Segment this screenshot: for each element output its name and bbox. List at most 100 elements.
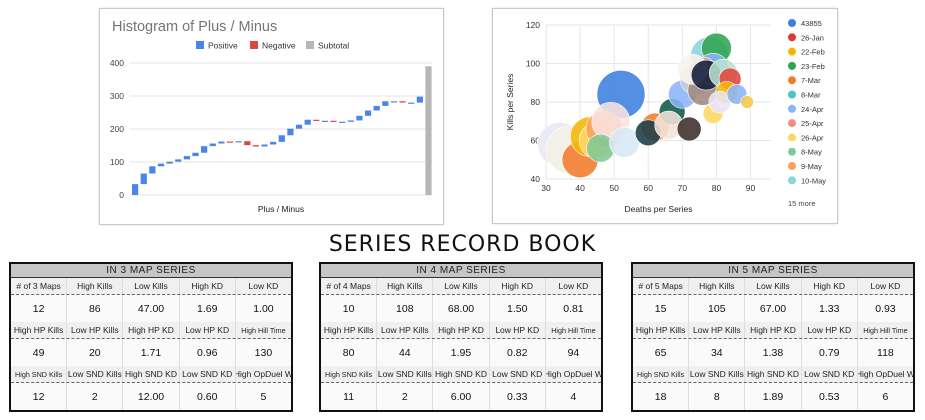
value-row: 65 34 1.38 0.79 118	[633, 339, 913, 366]
stat-value: 12	[11, 383, 68, 410]
legend-label: 24-Apr	[801, 105, 824, 114]
waterfall-bar	[175, 159, 182, 162]
legend-dot	[788, 162, 796, 170]
stat-value: 8	[689, 383, 746, 410]
stat-label: High KD	[802, 278, 858, 294]
stat-value: 1.33	[802, 295, 858, 322]
waterfall-bar	[218, 141, 225, 144]
value-row: 12 2 12.00 0.60 5	[11, 383, 291, 410]
value-row: 49 20 1.71 0.96 130	[11, 339, 291, 366]
waterfall-bar	[304, 119, 311, 125]
waterfall-bar	[149, 166, 156, 174]
stat-value: 65	[633, 339, 690, 366]
legend-dot	[788, 119, 796, 128]
y-tick-label: 200	[110, 124, 124, 134]
stat-value: 15	[633, 295, 690, 322]
waterfall-bar	[364, 110, 372, 116]
stat-label: Low HP Kills	[689, 322, 746, 338]
waterfall-bar	[252, 145, 260, 147]
x-tick-label: 80	[712, 183, 722, 193]
stat-label: High SND KD	[433, 366, 490, 382]
label-row: # of 4 Maps High Kills Low Kills High KD Low…	[321, 278, 601, 295]
stat-value: 47.00	[123, 295, 180, 322]
table-header: IN 4 MAP SERIES	[321, 264, 601, 278]
legend-dot	[788, 133, 796, 142]
stat-label: Low HP KD	[180, 322, 236, 338]
stat-label: High HP Kills	[321, 322, 378, 338]
stat-label: Low SND Kills	[67, 366, 124, 382]
stat-label: Low SND KD	[490, 366, 546, 382]
waterfall-bar	[287, 128, 294, 136]
stat-value: 94	[567, 346, 580, 359]
stat-value: 0.60	[180, 383, 236, 410]
legend-dot	[788, 33, 796, 42]
stat-label: High KD	[490, 278, 546, 294]
value-row: 15 105 67.00 1.33 0.93	[633, 295, 913, 322]
stat-value: 1.95	[433, 339, 490, 366]
waterfall-bar	[132, 184, 139, 195]
bubble-chart-panel: 40 60 80 100 120 30 40 50 60 70 80 90 Deaths per Ser…	[492, 8, 838, 224]
legend-dot	[788, 61, 796, 70]
x-tick-label: 40	[575, 183, 585, 193]
stat-value: 130	[254, 346, 273, 359]
bubble	[676, 116, 702, 142]
legend-label: 25-Apr	[801, 119, 824, 128]
waterfall-bar	[408, 102, 415, 104]
stat-label: High HP KD	[745, 322, 802, 338]
waterfall-bar	[166, 161, 173, 164]
stat-label: High SND KD	[745, 366, 802, 382]
legend-swatch	[306, 41, 314, 49]
stat-value: 80	[321, 339, 378, 366]
stat-label: High OpDuel W	[235, 369, 292, 379]
legend-label: Subtotal	[318, 41, 349, 51]
waterfall-bar	[235, 141, 242, 143]
legend-dot	[788, 176, 796, 185]
stat-label: High Hill Time	[551, 325, 596, 335]
value-row: 11 2 6.00 0.33 4	[321, 383, 601, 410]
waterfall-bar	[183, 156, 190, 160]
stat-label: High HP KD	[123, 322, 180, 338]
stat-value: 11	[321, 383, 378, 410]
x-tick-label: 60	[644, 183, 654, 193]
stat-label: Low KD	[558, 281, 589, 291]
value-row: 12 86 47.00 1.69 1.00	[11, 295, 291, 322]
stat-label: Low Kills	[123, 278, 180, 294]
stat-label: High Hill Time	[241, 325, 286, 335]
stat-label: Low KD	[870, 281, 901, 291]
table-header: IN 3 MAP SERIES	[11, 264, 291, 278]
y-tick-label: 300	[110, 91, 124, 101]
stat-value: 86	[67, 295, 124, 322]
stat-label: Low SND Kills	[689, 366, 746, 382]
legend-swatch	[196, 41, 204, 49]
legend-dot	[788, 47, 796, 56]
label-row: High SND Kills Low SND Kills High SND KD Lo…	[321, 366, 601, 383]
stat-value: 0.81	[563, 302, 584, 315]
label-row: High HP Kills Low HP Kills High HP KD Low H…	[11, 322, 291, 339]
stat-value: 4	[570, 390, 577, 403]
y-tick-label: 40	[531, 174, 541, 184]
stat-label: # of 3 Maps	[11, 278, 68, 294]
stat-value: 1.50	[490, 295, 546, 322]
stat-label: Low HP KD	[490, 322, 546, 338]
value-row: 10 108 68.00 1.50 0.81	[321, 295, 601, 322]
stat-label: High SND KD	[123, 366, 180, 382]
y-tick-label: 100	[110, 157, 124, 167]
waterfall-bar	[244, 141, 251, 146]
stat-value: 0.96	[180, 339, 236, 366]
stat-value: 5	[260, 390, 267, 403]
stat-value: 1.69	[180, 295, 236, 322]
stat-label: # of 4 Maps	[321, 278, 378, 294]
stat-label: High SND Kills	[11, 366, 68, 382]
stat-label: High Hill Time	[863, 325, 908, 335]
stat-label: Low HP Kills	[377, 322, 434, 338]
legend-label: 8-Mar	[801, 91, 821, 100]
record-table-3-map: IN 3 MAP SERIES # of 3 Maps High Kills Low…	[9, 262, 293, 412]
stat-value: 34	[689, 339, 746, 366]
label-row: # of 5 Maps High Kills Low Kills High KD Low…	[633, 278, 913, 295]
stat-value: 12	[11, 295, 68, 322]
stat-label: High OpDuel W	[545, 369, 602, 379]
stat-value: 20	[67, 339, 124, 366]
waterfall-bar	[201, 146, 208, 153]
y-tick-label: 60	[531, 136, 541, 146]
